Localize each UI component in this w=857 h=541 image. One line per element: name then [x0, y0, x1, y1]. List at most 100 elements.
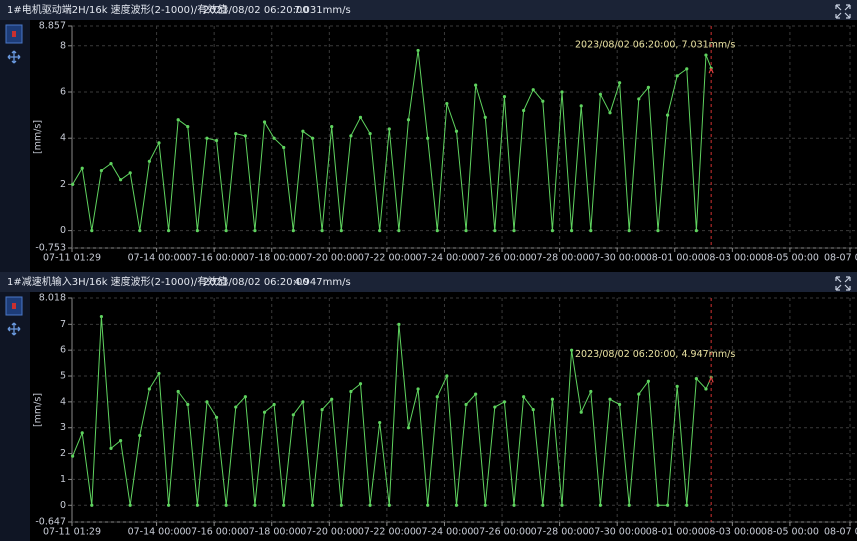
- data-point: [128, 503, 132, 507]
- panel-header: [0, 272, 857, 292]
- data-point: [378, 229, 382, 233]
- data-point: [253, 503, 257, 507]
- data-point: [128, 171, 132, 175]
- data-point: [349, 389, 353, 394]
- data-point: [416, 387, 420, 391]
- y-tick-label: 2: [60, 179, 66, 190]
- cursor-arrow: [708, 377, 714, 383]
- data-point: [224, 229, 228, 233]
- data-line: [72, 50, 712, 231]
- x-tick-label: 07-16 00:00: [185, 253, 243, 264]
- data-point: [570, 348, 574, 352]
- x-tick-label: 07-11 01:29: [43, 527, 101, 538]
- data-point: [195, 503, 199, 507]
- data-point: [99, 314, 104, 319]
- record-dot: [12, 31, 16, 37]
- data-point: [109, 446, 113, 451]
- data-point: [454, 503, 459, 507]
- panel-title: 1#电机驱动端2H/16k 速度波形(2-1000)/有效值: [7, 3, 227, 16]
- data-point: [397, 322, 401, 326]
- x-tick-label: 07-14 00:00: [128, 527, 186, 538]
- data-point: [637, 392, 641, 396]
- panel-header: [0, 0, 857, 20]
- data-point: [157, 371, 161, 376]
- data-point: [147, 159, 151, 163]
- data-point: [387, 127, 391, 131]
- data-point: [349, 134, 353, 138]
- record-dot: [12, 303, 16, 309]
- data-point: [138, 229, 142, 233]
- data-point: [214, 138, 219, 143]
- data-point: [541, 99, 545, 103]
- data-point: [406, 118, 411, 122]
- y-tick-label: 6: [60, 86, 66, 97]
- x-tick-label: 07-28 00:00: [531, 253, 589, 264]
- data-point: [282, 503, 286, 507]
- expand-icon[interactable]: [835, 276, 851, 291]
- x-tick-label: 08-05 00:00: [761, 527, 819, 538]
- data-point: [541, 503, 545, 507]
- x-tick-label: 08-05 00:00: [761, 253, 819, 264]
- data-point: [272, 402, 276, 407]
- x-tick-label: 07-20 00:00: [300, 253, 358, 264]
- data-point: [378, 420, 382, 425]
- data-point: [310, 136, 315, 140]
- data-point: [119, 178, 123, 182]
- data-point: [166, 503, 171, 507]
- data-point: [435, 395, 439, 399]
- data-point: [608, 397, 612, 401]
- data-point: [310, 503, 315, 507]
- data-point: [224, 503, 228, 507]
- data-point: [445, 374, 449, 378]
- x-tick-label: 07-22 00:00: [358, 527, 416, 538]
- data-point: [598, 503, 603, 507]
- data-point: [416, 48, 420, 53]
- data-point: [665, 503, 670, 507]
- data-point: [560, 90, 564, 94]
- data-point: [195, 229, 199, 233]
- x-tick-label: 07-24 00:00: [415, 253, 473, 264]
- cursor-time: 2023/08/02 06:20:00: [203, 277, 309, 288]
- data-point: [330, 125, 334, 129]
- data-point: [119, 439, 123, 443]
- data-point: [560, 503, 564, 507]
- data-point: [262, 120, 267, 124]
- data-point: [550, 397, 555, 401]
- pan-button[interactable]: [7, 322, 21, 336]
- data-point: [474, 392, 478, 396]
- data-point: [656, 503, 660, 507]
- data-point: [435, 229, 439, 233]
- data-point: [579, 104, 583, 108]
- data-point: [637, 97, 641, 101]
- data-point: [368, 131, 372, 136]
- data-line: [72, 316, 712, 506]
- data-point: [646, 379, 650, 383]
- cursor-value: 7.031mm/s: [294, 5, 351, 16]
- data-point: [205, 136, 209, 140]
- data-point: [454, 129, 459, 133]
- toolbar: [0, 20, 30, 272]
- data-point: [330, 397, 334, 401]
- cursor-annotation: 2023/08/02 06:20:00, 4.947mm/s: [575, 349, 735, 360]
- x-tick-label: 07-18 00:00: [243, 253, 301, 264]
- data-point: [253, 229, 257, 233]
- expand-icon[interactable]: [835, 4, 851, 19]
- data-point: [656, 229, 660, 233]
- x-tick-label: 07-30 00:00: [588, 527, 646, 538]
- x-tick-label: 08-03 00:00: [703, 253, 761, 264]
- x-tick-label: 07-22 00:00: [358, 253, 416, 264]
- x-tick-label: 07-20 00:00: [300, 527, 358, 538]
- data-point: [234, 405, 238, 409]
- data-point: [617, 81, 622, 85]
- data-point: [694, 377, 698, 381]
- data-point: [627, 503, 631, 507]
- data-point: [617, 402, 622, 407]
- cursor-annotation: 2023/08/02 06:20:00, 7.031mm/s: [575, 40, 735, 51]
- data-point: [109, 162, 113, 166]
- pan-button[interactable]: [7, 50, 21, 64]
- y-axis-label: [mm/s]: [33, 120, 44, 154]
- y-tick-label: 1: [60, 474, 66, 485]
- data-point: [675, 74, 679, 78]
